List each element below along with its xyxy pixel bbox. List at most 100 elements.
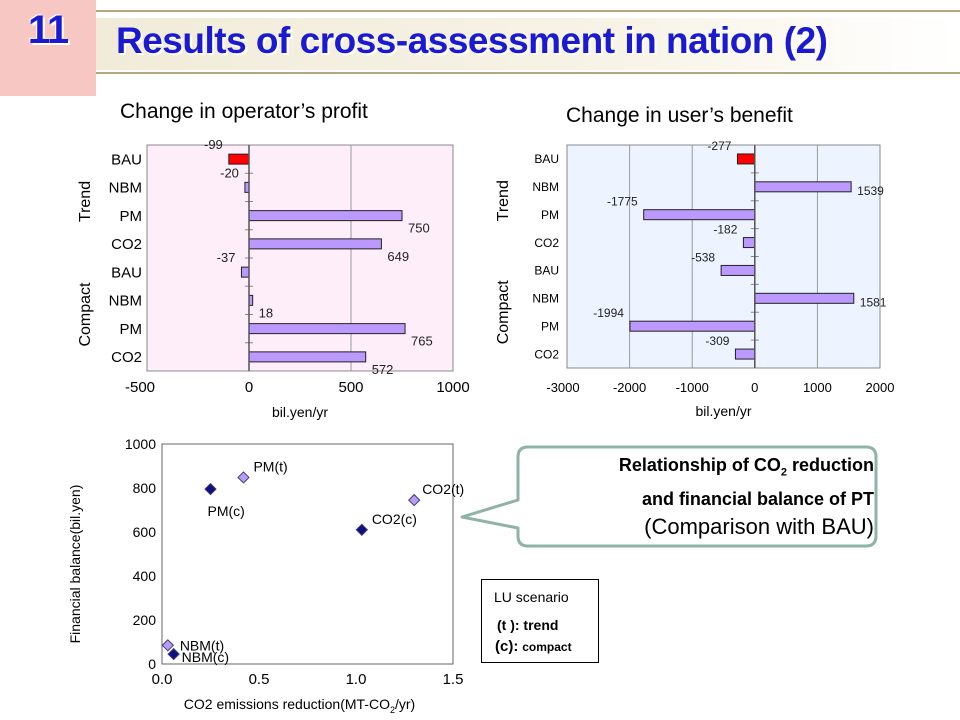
operator-bar-0 <box>228 153 250 165</box>
lu-legend-trend: (t ): trend <box>497 617 559 633</box>
scatter-point-label: CO2(t) <box>422 481 464 497</box>
user-data-label: -277 <box>707 139 731 153</box>
scatter-y-tick-label: 400 <box>133 568 157 584</box>
scatter-point-1 <box>204 482 217 496</box>
scatter-point-label: PM(c) <box>208 503 245 519</box>
callout-bubble <box>460 445 878 548</box>
slide-number: 11 <box>27 8 69 52</box>
scatter-x-tick-label: 1.0 <box>346 671 367 688</box>
operator-category-label: NBM <box>109 180 142 197</box>
operator-bar-6 <box>248 323 406 335</box>
operator-category-label: CO2 <box>111 349 142 366</box>
user-group-label-trend: Trend <box>495 180 512 221</box>
scatter-point-label: NBM(t) <box>180 637 224 653</box>
co2-financial-scatter: 0 200 400 600 800 1000 0.0 0.5 1.0 1.5 PM(t) PM(c) C… <box>67 436 464 715</box>
operator-x-tick-label: 0 <box>245 379 253 396</box>
user-data-label: -309 <box>705 334 729 348</box>
callout-line-2: and financial balance of PT <box>641 488 874 509</box>
user-bar-7 <box>734 348 756 360</box>
user-category-label: PM <box>541 319 559 333</box>
user-bar-0 <box>736 153 756 165</box>
user-bar-5 <box>754 292 855 304</box>
operator-category-label: PM <box>120 208 143 225</box>
scatter-point-3 <box>355 523 369 537</box>
operator-profit-chart: -500 0 500 1000 BAU -99 NBM -20 PM 750 CO2 649 BAU -3… <box>77 137 470 420</box>
user-category-label: PM <box>541 208 559 222</box>
user-data-label: -538 <box>691 250 715 264</box>
user-data-label: -1994 <box>593 306 624 320</box>
operator-data-label: -37 <box>217 250 236 265</box>
scatter-x-tick-label: 0.5 <box>249 671 270 688</box>
scatter-y-tick-label: 0 <box>148 656 156 672</box>
user-bar-2 <box>643 209 756 221</box>
operator-x-tick-label: 1000 <box>436 379 469 396</box>
slide-number-box <box>0 0 96 96</box>
scatter-point-0 <box>237 471 250 484</box>
operator-x-axis-title: bil.yen/yr <box>272 404 328 420</box>
slide-title: Results of cross-assessment in nation (2… <box>116 20 828 61</box>
user-data-label: 1539 <box>857 184 884 198</box>
lu-legend-compact: (c): compact <box>495 638 572 655</box>
user-x-tick-label: -2000 <box>613 380 646 395</box>
lu-legend-title: LU scenario <box>494 589 569 605</box>
user-benefit-chart: -3000 -2000 -1000 0 1000 2000 BAU -277 NBM 1539 PM… <box>495 139 894 419</box>
operator-data-label: 649 <box>387 249 409 264</box>
title-band <box>96 18 960 70</box>
operator-category-label: BAU <box>111 264 142 281</box>
scatter-y-axis-title: Financial balance(bil.yen) <box>67 485 83 644</box>
lu-legend-box <box>481 579 599 663</box>
user-data-label: -1775 <box>607 195 638 209</box>
user-x-tick-label: 0 <box>751 380 758 395</box>
scatter-plot-area <box>161 443 454 665</box>
user-data-label: -182 <box>713 223 737 237</box>
operator-data-label: 18 <box>259 305 273 320</box>
operator-chart-title: Change in operator’s profit <box>120 100 368 123</box>
scatter-point-label: PM(t) <box>253 458 287 474</box>
user-category-label: BAU <box>534 152 559 166</box>
user-x-tick-label: 2000 <box>866 380 895 395</box>
user-x-tick-label: -3000 <box>546 380 579 395</box>
scatter-y-tick-label: 200 <box>133 612 157 628</box>
operator-bar-4 <box>240 266 250 278</box>
user-bar-4 <box>720 264 756 276</box>
user-bar-3 <box>742 237 756 249</box>
user-x-tick-label: 1000 <box>803 380 832 395</box>
operator-data-label: 765 <box>411 334 433 349</box>
operator-category-label: NBM <box>109 293 142 310</box>
operator-category-label: BAU <box>111 151 142 168</box>
scatter-x-tick-label: 1.5 <box>443 671 464 688</box>
user-x-axis-title: bil.yen/yr <box>695 403 751 419</box>
user-data-label: 1581 <box>860 295 887 309</box>
operator-category-label: CO2 <box>111 236 142 253</box>
user-x-tick-label: -1000 <box>676 380 709 395</box>
scatter-point-4 <box>161 639 175 652</box>
scatter-point-label: NBM(c) <box>182 649 229 665</box>
scatter-point-label: CO2(c) <box>372 511 417 527</box>
scatter-x-axis-title: CO2 emissions reduction(MT-CO2/yr) <box>184 696 415 715</box>
user-bar-6 <box>629 320 756 332</box>
operator-bar-2 <box>248 210 403 222</box>
user-category-label: NBM <box>532 292 559 306</box>
callout-text: Relationship of CO2 reduction and financ… <box>514 452 874 542</box>
user-category-label: NBM <box>532 180 559 194</box>
callout-line-3: (Comparison with BAU) <box>644 513 874 539</box>
scatter-point-2 <box>407 493 421 507</box>
title-rule-bottom <box>96 72 960 74</box>
scatter-x-tick-label: 0.0 <box>152 671 173 688</box>
callout-line-1: Relationship of CO2 reduction <box>618 455 874 479</box>
operator-group-label-trend: Trend <box>77 181 94 222</box>
user-category-label: CO2 <box>534 236 559 250</box>
scatter-y-tick-label: 1000 <box>125 436 156 452</box>
operator-bar-3 <box>248 238 382 250</box>
scatter-y-tick-label: 800 <box>133 480 157 496</box>
operator-data-label: 572 <box>372 362 394 377</box>
user-bar-1 <box>754 181 852 193</box>
operator-bar-7 <box>248 351 367 363</box>
operator-category-label: PM <box>120 321 143 338</box>
user-chart-title: Change in user’s benefit <box>566 104 793 127</box>
scatter-y-tick-label: 600 <box>133 524 157 540</box>
scatter-point-5 <box>167 647 180 661</box>
operator-group-label-compact: Compact <box>77 282 94 347</box>
callout-outline <box>460 445 878 548</box>
